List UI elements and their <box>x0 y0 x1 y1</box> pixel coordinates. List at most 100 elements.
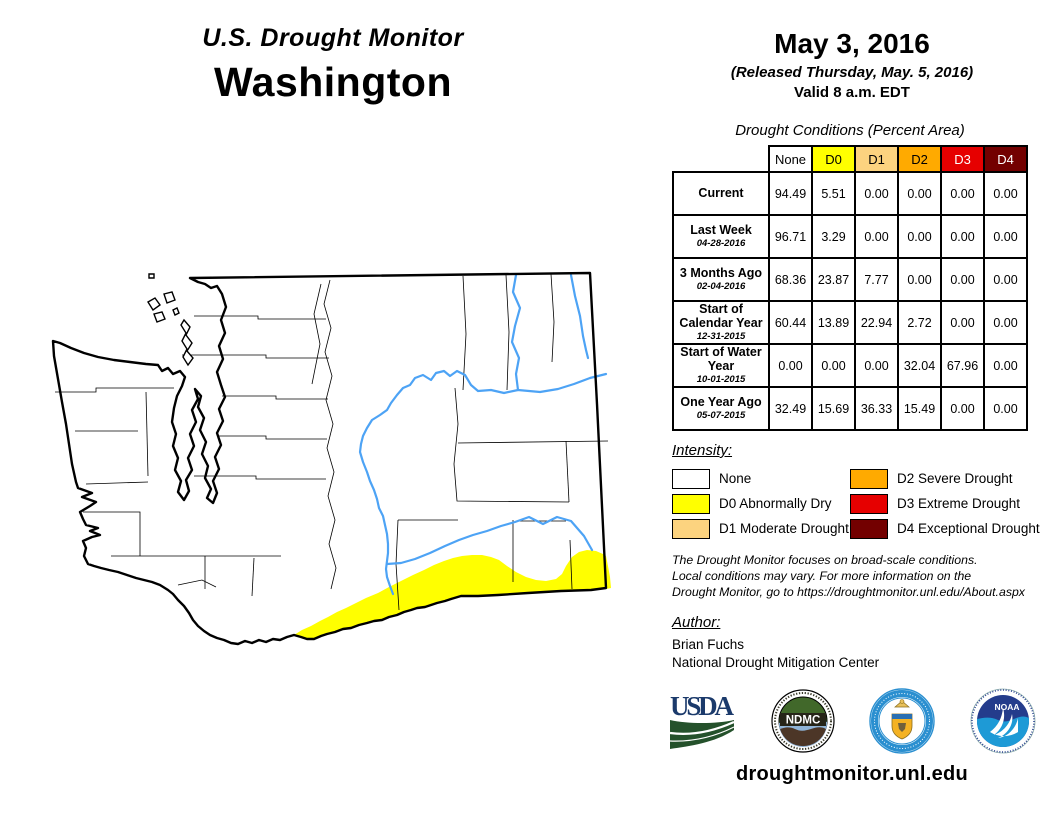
table-cell: 60.44 <box>768 300 813 345</box>
columbia-river-upper <box>510 273 522 392</box>
washington-drought-map <box>26 244 648 664</box>
date-block: May 3, 2016 (Released Thursday, May. 5, … <box>668 28 1036 101</box>
col-d4: D4 <box>983 145 1028 173</box>
table-cell: 0.00 <box>897 257 942 302</box>
table-row: Current 94.49 5.51 0.00 0.00 0.00 0.00 <box>672 171 1028 216</box>
d0-region <box>294 550 611 639</box>
legend-item-d3: D3 Extreme Drought <box>850 491 1032 516</box>
row-date: 05-07-2015 <box>696 410 746 422</box>
state-fill <box>53 273 606 644</box>
table-cell: 23.87 <box>811 257 856 302</box>
row-label: Last Week <box>690 222 752 237</box>
col-d0: D0 <box>811 145 856 173</box>
table-cell: 68.36 <box>768 257 813 302</box>
disclaimer-text: The Drought Monitor focuses on broad-sca… <box>672 553 1025 599</box>
point-roberts <box>148 273 155 279</box>
table-header-row: None D0 D1 D2 D3 D4 <box>673 145 1028 173</box>
col-d1: D1 <box>854 145 899 173</box>
table-cell: 0.00 <box>983 257 1028 302</box>
table-cell: 0.00 <box>983 214 1028 259</box>
pend-oreille-river <box>569 273 590 360</box>
legend-item-d2: D2 Severe Drought <box>850 466 1032 491</box>
table-cell: 36.33 <box>854 386 899 431</box>
d2-swatch <box>850 468 888 489</box>
row-date: 10-01-2015 <box>696 374 746 385</box>
col-none: None <box>768 145 813 173</box>
map-date: May 3, 2016 <box>774 28 930 59</box>
table-row: 3 Months Ago 02-04-2016 68.36 23.87 7.77… <box>672 257 1028 302</box>
d0-swatch <box>672 493 710 514</box>
table-cell: 0.00 <box>983 386 1028 431</box>
table-cell: 0.00 <box>854 214 899 259</box>
row-date: 02-04-2016 <box>696 281 746 293</box>
table-cell: 0.00 <box>854 343 899 388</box>
table-cell: 0.00 <box>854 171 899 216</box>
table-title: Drought Conditions (Percent Area) <box>735 122 965 139</box>
report-title: U.S. Drought Monitor <box>202 24 464 52</box>
drought-conditions-table: None D0 D1 D2 D3 D4 Current 94.49 5.51 0… <box>672 145 1028 431</box>
county-boundaries <box>55 273 609 611</box>
table-cell: 0.00 <box>940 300 985 345</box>
d1-swatch <box>672 518 710 539</box>
snake-river <box>385 515 594 566</box>
col-d2: D2 <box>897 145 942 173</box>
row-date: 12-31-2015 <box>696 331 746 342</box>
legend-item-d1: D1 Moderate Drought <box>672 516 850 541</box>
table-cell: 0.00 <box>983 300 1028 345</box>
puget-sound-islands <box>147 273 194 367</box>
table-cell: 5.51 <box>811 171 856 216</box>
noaa-logo: NOAA <box>970 688 1036 754</box>
table-cell: 96.71 <box>768 214 813 259</box>
valid-time: Valid 8 a.m. EDT <box>794 84 910 101</box>
table-cell: 94.49 <box>768 171 813 216</box>
row-label: One Year Ago <box>680 394 762 409</box>
table-row: Last Week 04-28-2016 96.71 3.29 0.00 0.0… <box>672 214 1028 259</box>
release-date: (Released Thursday, May. 5, 2016) <box>730 64 974 81</box>
table-cell: 0.00 <box>940 257 985 302</box>
state-title: Washington <box>213 59 453 105</box>
table-cell: 32.49 <box>768 386 813 431</box>
svg-text:NDMC: NDMC <box>785 715 820 727</box>
table-cell: 0.00 <box>897 171 942 216</box>
table-cell: 7.77 <box>854 257 899 302</box>
table-cell: 0.00 <box>983 171 1028 216</box>
title-block: U.S. Drought Monitor Washington <box>30 24 636 106</box>
columbia-river-mid <box>358 369 520 596</box>
table-cell: 0.00 <box>897 214 942 259</box>
d3-swatch <box>850 493 888 514</box>
svg-text:USDA: USDA <box>670 691 735 721</box>
legend-item-d4: D4 Exceptional Drought <box>850 516 1040 541</box>
col-d3: D3 <box>940 145 985 173</box>
author-organization: National Drought Mitigation Center <box>672 655 880 670</box>
agency-logos: USDA NDMC <box>668 688 1036 754</box>
table-cell: 0.00 <box>940 171 985 216</box>
legend-item-d0: D0 Abnormally Dry <box>672 491 850 516</box>
table-cell: 0.00 <box>940 214 985 259</box>
intensity-legend: None D0 Abnormally Dry D1 Moderate Droug… <box>672 466 1040 541</box>
legend-item-none: None <box>672 466 850 491</box>
table-cell: 2.72 <box>897 300 942 345</box>
row-label: Start of Calendar Year <box>679 302 763 330</box>
drought-monitor-url: droughtmonitor.unl.edu <box>735 763 969 785</box>
table-cell: 15.69 <box>811 386 856 431</box>
d4-swatch <box>850 518 888 539</box>
table-cell: 3.29 <box>811 214 856 259</box>
table-cell: 32.04 <box>897 343 942 388</box>
row-date: 04-28-2016 <box>696 238 746 250</box>
ndmc-logo: NDMC <box>771 689 835 753</box>
rivers <box>358 273 608 596</box>
svg-text:NOAA: NOAA <box>994 702 1019 712</box>
state-boundary <box>51 271 608 646</box>
row-label: Current <box>698 185 744 200</box>
table-cell: 0.00 <box>940 386 985 431</box>
table-cell: 15.49 <box>897 386 942 431</box>
table-row: Start of Calendar Year 12-31-2015 60.44 … <box>672 300 1028 345</box>
spokane-river <box>516 372 608 394</box>
table-cell: 13.89 <box>811 300 856 345</box>
author-heading: Author: <box>672 614 721 631</box>
usda-logo: USDA <box>669 691 735 749</box>
table-corner-cell <box>673 146 769 172</box>
table-cell: 0.00 <box>811 343 856 388</box>
row-label: 3 Months Ago <box>679 265 763 280</box>
